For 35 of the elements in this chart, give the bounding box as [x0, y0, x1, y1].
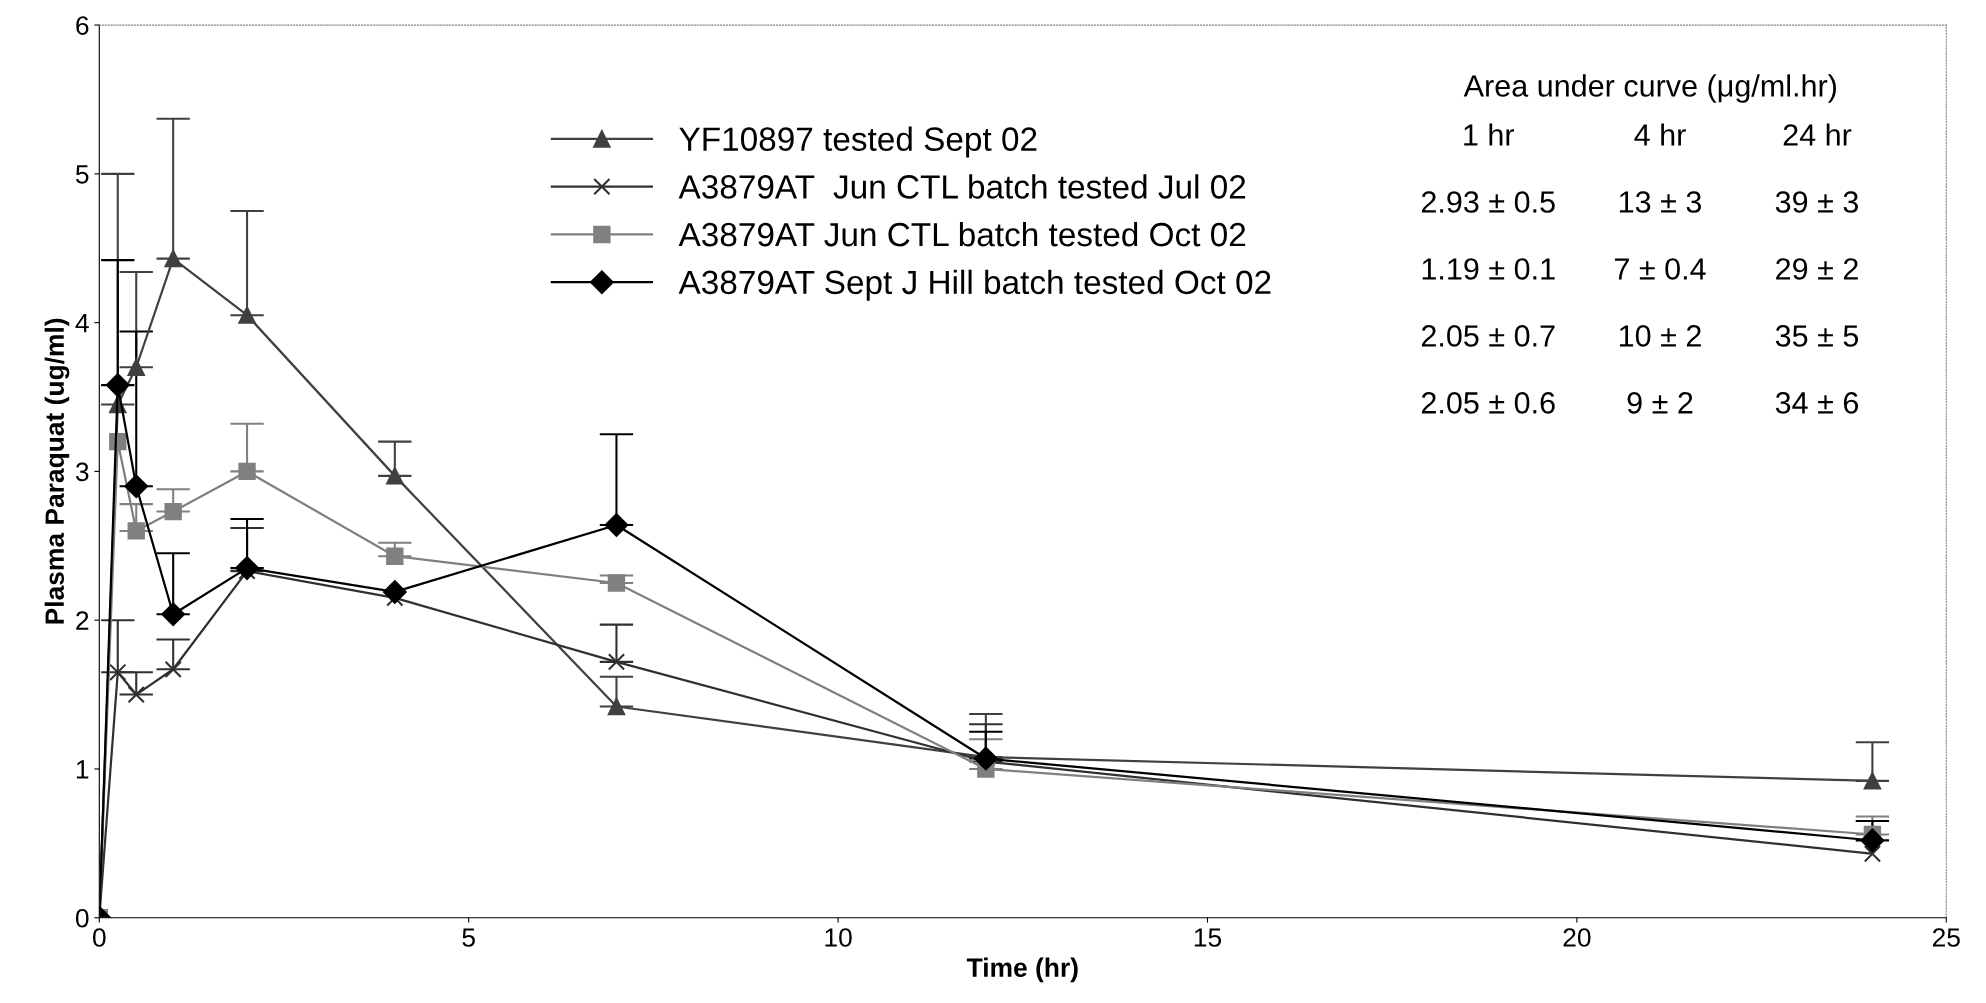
legend-label: A3879AT Jun CTL batch tested Jul 02 — [678, 174, 1246, 199]
annotation: 9 ± 2 — [1627, 392, 1693, 414]
y-tick-label: 1 — [76, 760, 89, 779]
x-tick-label: 20 — [1563, 928, 1591, 947]
x-tick-label: 15 — [1194, 928, 1222, 947]
x-axis-title: Time (hr) — [966, 957, 1078, 983]
y-tick-label: 3 — [75, 462, 89, 482]
x-tick-label: 10 — [825, 928, 852, 947]
y-tick-label: 6 — [76, 16, 89, 35]
y-tick-label: 5 — [75, 165, 89, 184]
annotation: 10 ± 2 — [1619, 325, 1701, 347]
x-tick-label: 25 — [1932, 928, 1960, 947]
annotation: Area under curve (μg/ml.hr) — [1463, 74, 1836, 103]
annotation: 2.93 ± 0.5 — [1421, 191, 1555, 213]
legend-label: YF10897 tested Sept 02 — [679, 126, 1037, 158]
annotation: 29 ± 2 — [1776, 258, 1858, 280]
y-tick-label: 4 — [75, 314, 89, 333]
annotation: 1 hr — [1464, 123, 1515, 146]
annotation: 39 ± 3 — [1775, 191, 1859, 213]
y-tick-label: 0 — [75, 908, 89, 928]
x-tick-label: 5 — [462, 928, 475, 947]
x-tick-label: 0 — [92, 928, 106, 947]
annotation: 35 ± 5 — [1775, 325, 1859, 347]
annotation: 13 ± 3 — [1619, 191, 1702, 213]
legend-label: A3879AT Jun CTL batch tested Oct 02 — [678, 221, 1246, 247]
annotation: 2.05 ± 0.6 — [1421, 392, 1555, 414]
y-tick-label: 2 — [76, 611, 89, 630]
legend-label: A3879AT Sept J Hill batch tested Oct 02 — [678, 269, 1271, 301]
annotation: 34 ± 6 — [1775, 392, 1859, 414]
annotation: 1.19 ± 0.1 — [1422, 258, 1555, 280]
annotation: 4 hr — [1634, 123, 1686, 146]
annotation: 2.05 ± 0.7 — [1421, 325, 1555, 347]
annotation: 7 ± 0.4 — [1614, 258, 1706, 280]
y-axis-title: Plasma Paraquat (ug/ml) — [44, 318, 70, 624]
annotation: 24 hr — [1783, 123, 1852, 146]
